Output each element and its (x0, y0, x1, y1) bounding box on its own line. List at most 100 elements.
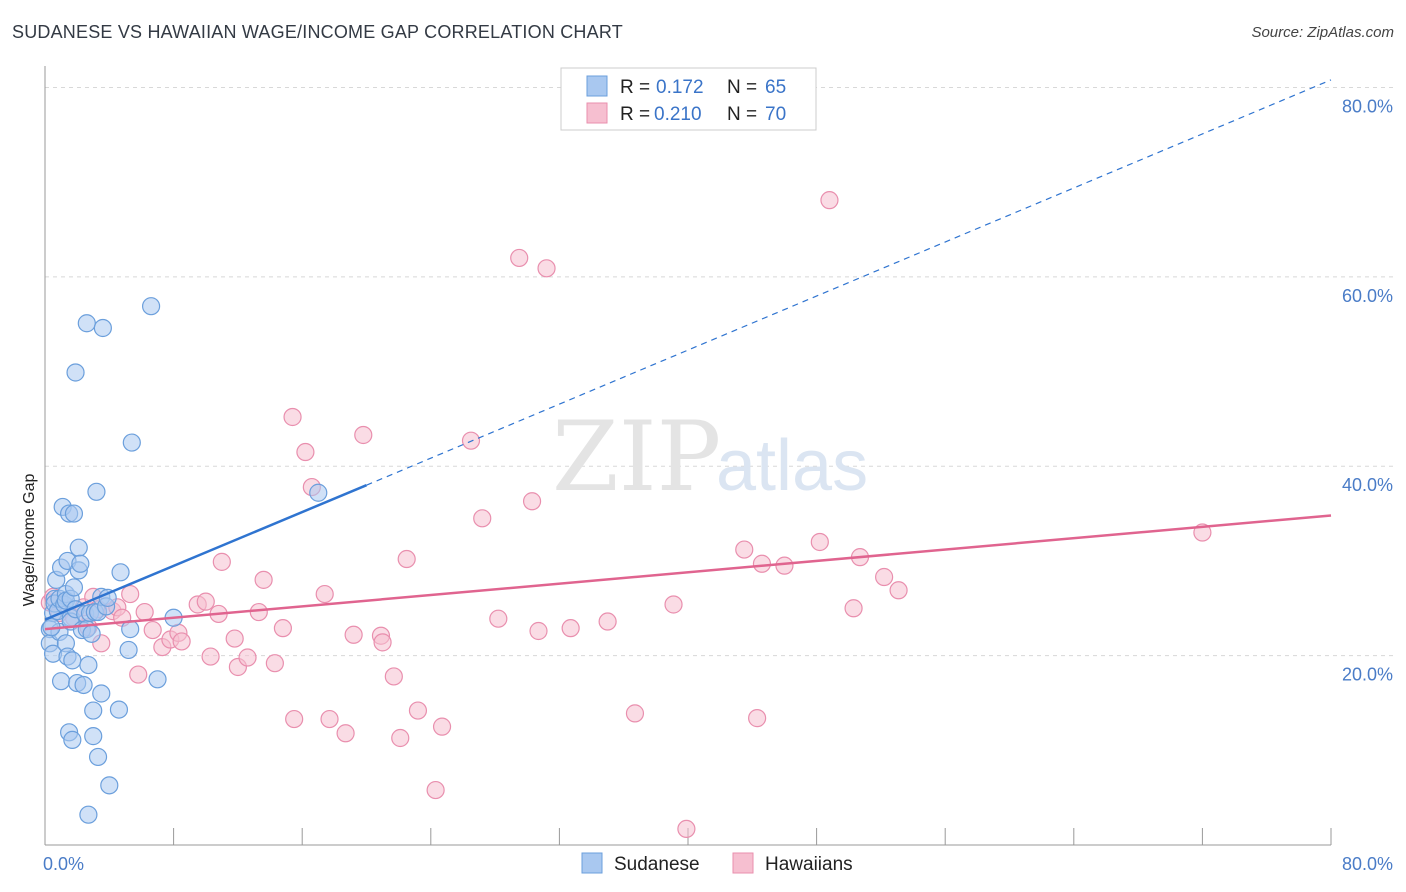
hawaiian-point (489, 609, 508, 628)
hawaiian-point (296, 442, 315, 462)
watermark-zip: ZIP (552, 401, 721, 513)
sudanese-trend-extension (366, 79, 1332, 486)
hawaiian-point (201, 647, 220, 666)
sudanese-point (71, 554, 90, 573)
sudanese-point (119, 640, 138, 660)
trend-lines (44, 79, 1332, 631)
hawaiian-point (598, 612, 617, 631)
bottom-legend-hawaiians: Hawaiians (765, 854, 853, 875)
hawaiian-point (473, 509, 492, 528)
legend-swatch-sudanese (586, 75, 608, 97)
hawaiian-point (752, 554, 772, 573)
sudanese-point (92, 684, 111, 703)
hawaiian-point (172, 632, 191, 651)
bottom-swatch-sudanese (581, 852, 603, 874)
hawaiian-point (810, 532, 829, 552)
hawaiian-point (625, 704, 645, 723)
legend-r-value: 0.172 (656, 77, 704, 98)
legend-n-value: 65 (765, 77, 786, 98)
sudanese-point (100, 776, 119, 795)
hawaiian-point (775, 556, 794, 575)
correlation-legend: R = 0.172 N = 65 R = 0.210 N = 70 (560, 67, 817, 131)
sudanese-point (309, 483, 328, 502)
hawaiian-point (522, 492, 542, 511)
hawaiian-point (344, 625, 363, 644)
y-tick-label: 40.0% (1342, 475, 1393, 495)
sudanese-point (109, 700, 129, 719)
sudanese-point (74, 675, 93, 695)
sudanese-trend-line (44, 484, 367, 621)
y-axis-title: Wage/Income Gap (21, 474, 38, 607)
hawaiian-point (391, 728, 410, 748)
hawaiian-trend-line (44, 514, 1332, 631)
hawaiian-point (432, 717, 452, 736)
series-legend: Sudanese Hawaiians (581, 852, 853, 875)
hawaiians-points (40, 191, 1212, 839)
legend-n-value: 70 (765, 104, 786, 125)
sudanese-point (93, 318, 112, 338)
sudanese-point (141, 297, 161, 316)
hawaiian-point (212, 552, 231, 571)
sudanese-point (63, 730, 82, 749)
hawaiian-point (875, 567, 894, 587)
hawaiian-point (529, 621, 548, 641)
hawaiian-point (320, 709, 339, 729)
hawaiian-point (336, 724, 355, 743)
sudanese-point (66, 363, 85, 382)
y-tick-label: 20.0% (1342, 665, 1393, 685)
hawaiian-point (384, 667, 403, 686)
sudanese-point (63, 651, 82, 670)
sudanese-point (148, 670, 167, 689)
hawaiian-point (238, 648, 257, 667)
hawaiian-point (196, 592, 215, 611)
y-tick-label: 60.0% (1342, 286, 1393, 306)
grid (45, 86, 1393, 657)
hawaiian-point (354, 425, 373, 445)
legend-n-label: N = (727, 77, 757, 98)
hawaiian-point (373, 633, 392, 652)
sudanese-point (84, 701, 103, 720)
hawaiian-point (844, 599, 863, 618)
sudanese-point (122, 433, 141, 452)
x-tick-labels: 0.0% 80.0% (43, 854, 1393, 874)
hawaiian-point (254, 570, 273, 589)
hawaiian-point (129, 665, 148, 684)
legend-r-label: R = (620, 104, 650, 125)
hawaiian-point (408, 701, 428, 720)
legend-n-label: N = (727, 104, 757, 125)
hawaiian-point (664, 595, 683, 614)
hawaiian-point (735, 540, 754, 559)
hawaiian-point (225, 629, 244, 648)
hawaiian-point (748, 709, 767, 728)
sudanese-point (64, 578, 84, 597)
hawaiian-point (265, 654, 284, 673)
hawaiian-point (143, 620, 162, 640)
x-tick-label: 0.0% (43, 854, 84, 874)
legend-swatch-hawaiians (586, 102, 608, 124)
sudanese-point (69, 538, 88, 557)
hawaiian-point (315, 584, 334, 604)
watermark-atlas: atlas (716, 426, 868, 506)
hawaiian-point (135, 602, 154, 622)
hawaiian-point (285, 709, 304, 729)
y-tick-labels: 20.0% 40.0% 60.0% 80.0% (1342, 96, 1393, 684)
x-tick-label: 80.0% (1342, 854, 1393, 874)
hawaiian-point (537, 259, 556, 278)
hawaiian-point (397, 549, 416, 569)
sudanese-point (88, 747, 108, 767)
hawaiian-point (510, 248, 529, 268)
sudanese-points (40, 297, 328, 824)
sudanese-point (64, 504, 84, 523)
source-label: Source: ZipAtlas.com (1251, 24, 1394, 41)
hawaiian-point (121, 584, 140, 604)
bottom-legend-sudanese: Sudanese (614, 854, 700, 875)
sudanese-point (84, 727, 103, 746)
bottom-swatch-hawaiians (732, 852, 754, 874)
sudanese-point (51, 672, 71, 691)
axes (44, 66, 1332, 846)
sudanese-point (77, 314, 96, 333)
sudanese-point (82, 624, 101, 643)
hawaiian-point (561, 619, 580, 638)
y-tick-label: 80.0% (1342, 96, 1393, 116)
